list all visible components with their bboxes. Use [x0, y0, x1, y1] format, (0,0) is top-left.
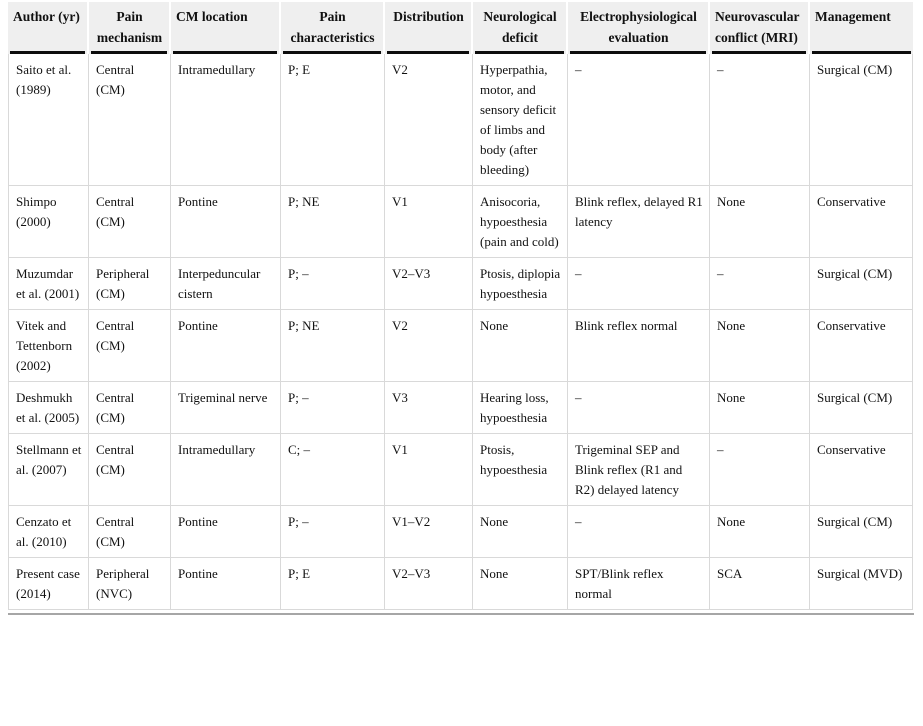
table-cell: P; – — [281, 258, 385, 310]
table-cell: Central (CM) — [89, 434, 171, 506]
table-cell: Trigeminal SEP and Blink reflex (R1 and … — [568, 434, 710, 506]
table-row: Stellmann et al. (2007) Central (CM) Intra… — [8, 434, 913, 506]
table-cell: Trigeminal nerve — [171, 382, 281, 434]
table-cell: Pontine — [171, 186, 281, 258]
table-cell: Central (CM) — [89, 54, 171, 186]
header-pain-mechanism: Pain mechanism — [89, 2, 171, 54]
table-row: Deshmukh et al. (2005) Central (CM) Trigem… — [8, 382, 913, 434]
table-cell: – — [710, 258, 810, 310]
table-cell: SCA — [710, 558, 810, 610]
table-row: Cenzato et al. (2010) Central (CM) Pontine… — [8, 506, 913, 558]
table-cell: Vitek and Tettenborn (2002) — [8, 310, 89, 382]
table-cell: Interpeduncular cistern — [171, 258, 281, 310]
table-cell: Central (CM) — [89, 506, 171, 558]
table-cell: Deshmukh et al. (2005) — [8, 382, 89, 434]
table-row: Muzumdar et al. (2001) Peripheral (CM) Int… — [8, 258, 913, 310]
table-cell: Shimpo (2000) — [8, 186, 89, 258]
table-row: Vitek and Tettenborn (2002) Central (CM) P… — [8, 310, 913, 382]
header-management: Management — [810, 2, 913, 54]
table-cell: Blink reflex, delayed R1 latency — [568, 186, 710, 258]
header-distribution: Distribution — [385, 2, 473, 54]
table-cell: Cenzato et al. (2010) — [8, 506, 89, 558]
table-cell: Ptosis, diplopia hypoesthesia — [473, 258, 568, 310]
table-cell: None — [710, 382, 810, 434]
table-header: Author (yr) Pain mechanism CM location P… — [8, 2, 913, 54]
header-neurological-deficit: Neurological deficit — [473, 2, 568, 54]
table-cell: C; – — [281, 434, 385, 506]
table-cell: P; – — [281, 382, 385, 434]
table-cell: Surgical (CM) — [810, 382, 913, 434]
table-cell: Central (CM) — [89, 186, 171, 258]
table-cell: SPT/Blink reflex normal — [568, 558, 710, 610]
table-cell: Pontine — [171, 558, 281, 610]
table-cell: Muzumdar et al. (2001) — [8, 258, 89, 310]
table-cell: Hearing loss, hypoesthesia — [473, 382, 568, 434]
literature-review-table: Author (yr) Pain mechanism CM location P… — [8, 2, 913, 610]
table-cell: V2–V3 — [385, 258, 473, 310]
table-body: Saito et al. (1989) Central (CM) Intramedu… — [8, 54, 913, 610]
table-cell: Peripheral (NVC) — [89, 558, 171, 610]
table-cell: Blink reflex normal — [568, 310, 710, 382]
header-electrophysiological-evaluation: Electrophysiological evaluation — [568, 2, 710, 54]
table-cell: None — [710, 506, 810, 558]
table-row: Saito et al. (1989) Central (CM) Intramedu… — [8, 54, 913, 186]
table-cell: None — [710, 186, 810, 258]
table-cell: Ptosis, hypoesthesia — [473, 434, 568, 506]
table-cell: None — [473, 506, 568, 558]
table-cell: Surgical (CM) — [810, 258, 913, 310]
table-cell: – — [568, 506, 710, 558]
table-cell: V1 — [385, 186, 473, 258]
table-cell: Intramedullary — [171, 54, 281, 186]
table-cell: V2 — [385, 54, 473, 186]
table-row: Shimpo (2000) Central (CM) Pontine P; NE V1 A… — [8, 186, 913, 258]
table-cell: None — [473, 310, 568, 382]
header-cm-location: CM location — [171, 2, 281, 54]
table-cell: Peripheral (CM) — [89, 258, 171, 310]
table-row: Present case (2014) Peripheral (NVC) Ponti… — [8, 558, 913, 610]
table-cell: – — [710, 54, 810, 186]
table-cell: Conservative — [810, 186, 913, 258]
table-cell: Intramedullary — [171, 434, 281, 506]
table-cell: P; E — [281, 558, 385, 610]
table-cell: Pontine — [171, 506, 281, 558]
table-cell: Pontine — [171, 310, 281, 382]
table-cell: Saito et al. (1989) — [8, 54, 89, 186]
table-cell: Conservative — [810, 310, 913, 382]
table-cell: V1 — [385, 434, 473, 506]
table-cell: Anisocoria, hypoesthesia (pain and cold) — [473, 186, 568, 258]
table-cell: Stellmann et al. (2007) — [8, 434, 89, 506]
table-cell: Present case (2014) — [8, 558, 89, 610]
header-pain-characteristics: Pain characteristics — [281, 2, 385, 54]
table-cell: – — [568, 54, 710, 186]
table-cell: Surgical (CM) — [810, 54, 913, 186]
table-cell: V1–V2 — [385, 506, 473, 558]
table-cell: None — [710, 310, 810, 382]
table-cell: Surgical (MVD) — [810, 558, 913, 610]
header-author-yr: Author (yr) — [8, 2, 89, 54]
table-cell: P; NE — [281, 186, 385, 258]
table-cell: P; E — [281, 54, 385, 186]
table-header-row: Author (yr) Pain mechanism CM location P… — [8, 2, 913, 54]
table-cell: Hyperpathia, motor, and sensory deficit … — [473, 54, 568, 186]
header-neurovascular-conflict-mri: Neurovascular conflict (MRI) — [710, 2, 810, 54]
table-cell: P; – — [281, 506, 385, 558]
table-cell: None — [473, 558, 568, 610]
table-cell: P; NE — [281, 310, 385, 382]
table-cell: V3 — [385, 382, 473, 434]
table-cell: Central (CM) — [89, 310, 171, 382]
table-cell: Conservative — [810, 434, 913, 506]
table-cell: – — [568, 382, 710, 434]
table-cell: – — [568, 258, 710, 310]
table-cell: – — [710, 434, 810, 506]
table-cell: V2–V3 — [385, 558, 473, 610]
table-cell: V2 — [385, 310, 473, 382]
table-cell: Surgical (CM) — [810, 506, 913, 558]
table-cell: Central (CM) — [89, 382, 171, 434]
table-frame: Author (yr) Pain mechanism CM location P… — [8, 2, 914, 615]
